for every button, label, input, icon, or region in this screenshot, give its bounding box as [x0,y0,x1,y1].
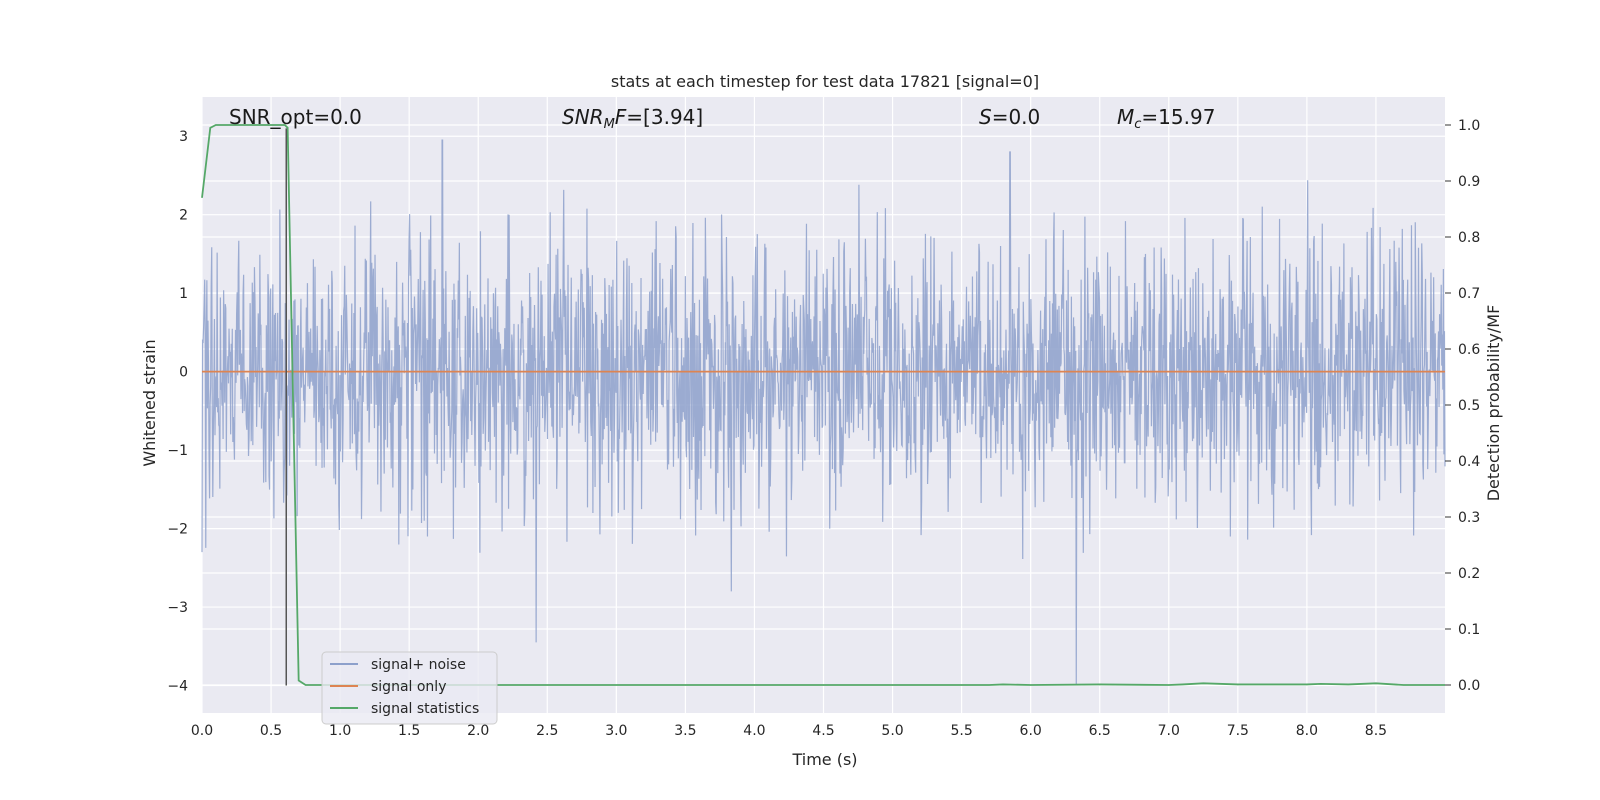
y-axis-label: Whitened strain [140,339,159,466]
y-right-tick-label: 0.9 [1458,174,1480,190]
y-right-tick-label: 0.6 [1458,342,1480,358]
y-axis-left: 3 2 1 0 −1 −2 −3 −4 [167,129,188,694]
y-tick-label: 1 [179,286,188,302]
legend-item-signal-statistics: signal statistics [371,701,479,717]
annotation-s: S=0.0 [979,105,1040,129]
y-right-tick-label: 0.4 [1458,454,1480,470]
y-tick-label: −3 [167,600,188,616]
x-tick-label: 6.5 [1089,723,1111,739]
y-tick-label: −2 [167,522,188,538]
chart-title: stats at each timestep for test data 178… [611,72,1039,91]
x-tick-label: 7.5 [1227,723,1249,739]
x-axis-label: Time (s) [791,750,857,769]
y-tick-label: 2 [179,208,188,224]
legend-item-signal-only: signal only [371,679,446,695]
legend: signal+ noise signal only signal statist… [321,651,498,725]
y-right-tick-label: 0.5 [1458,398,1480,414]
series-signal-noise [201,139,1446,686]
x-tick-label: 7.0 [1158,723,1180,739]
x-tick-label: 0.5 [260,723,282,739]
y-right-tick-label: 0.8 [1458,230,1480,246]
y-tick-label: −1 [167,443,188,459]
annotation-snr-opt: SNR_opt=0.0 [229,105,362,129]
y-right-tick-label: 0.3 [1458,510,1480,526]
x-tick-label: 3.0 [605,723,627,739]
x-tick-label: 5.0 [881,723,903,739]
x-axis: 0.0 0.5 1.0 1.5 2.0 2.5 3.0 3.5 4.0 4.5 5.0 5.5 6.0 6… [191,723,1387,739]
y-axis-right-label: Detection probability/MF [1484,305,1503,502]
x-tick-label: 4.0 [743,723,765,739]
legend-item-signal-noise: signal+ noise [371,657,466,673]
annotation-snr-mf: SNRMF=[3.94] [562,105,703,132]
y-right-tick-label: 0.7 [1458,286,1480,302]
x-tick-label: 8.0 [1296,723,1318,739]
y-right-tick-label: 0.0 [1458,678,1480,694]
x-tick-label: 8.5 [1365,723,1387,739]
x-tick-label: 2.5 [536,723,558,739]
series-signal-statistics [201,124,1445,686]
series-layer [201,124,1446,686]
x-tick-label: 4.5 [812,723,834,739]
y-tick-label: 3 [179,129,188,145]
x-tick-label: 3.5 [674,723,696,739]
y-tick-label: −4 [167,679,188,695]
x-tick-label: 6.0 [1020,723,1042,739]
x-tick-label: 5.5 [950,723,972,739]
y-right-tick-label: 1.0 [1458,118,1480,134]
annotation-mc: Mc=15.97 [1117,105,1215,132]
y-right-tick-label: 0.1 [1458,622,1480,638]
x-tick-label: 0.0 [191,723,213,739]
x-tick-label: 1.0 [329,723,351,739]
y-axis-right: 1.0 0.9 0.8 0.7 0.6 0.5 0.4 0.3 0.2 0.1 0.0 [1445,118,1480,694]
x-tick-label: 1.5 [398,723,420,739]
x-tick-label: 2.0 [467,723,489,739]
y-right-tick-label: 0.2 [1458,566,1480,582]
y-tick-label: 0 [179,365,188,381]
